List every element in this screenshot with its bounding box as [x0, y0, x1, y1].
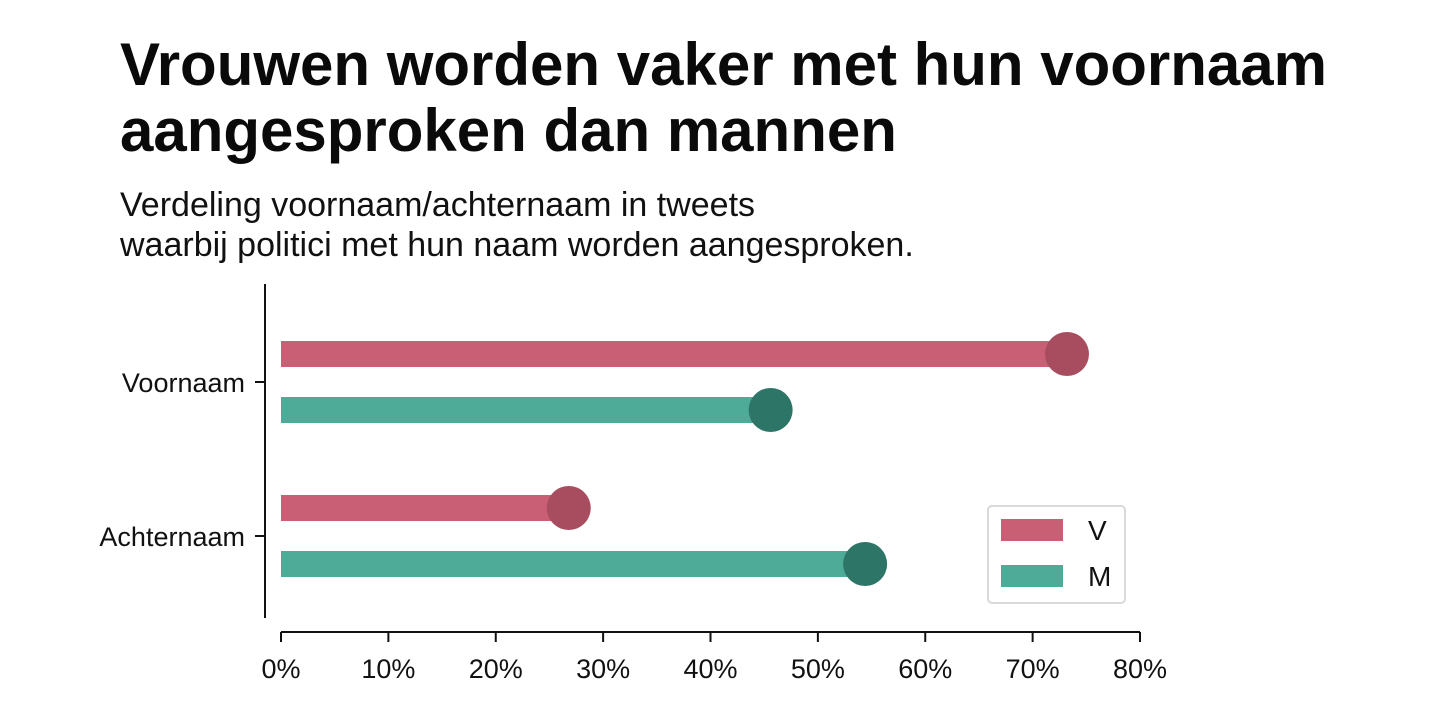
y-tick-label: Voornaam: [122, 368, 245, 398]
x-tick-label: 10%: [361, 654, 415, 684]
bar-m: [281, 397, 771, 423]
bar-v: [281, 495, 569, 521]
title-line-2: aangesproken dan mannen: [120, 97, 897, 164]
bar-v: [281, 341, 1067, 367]
x-tick-label: 70%: [1006, 654, 1060, 684]
y-tick-label: Achternaam: [99, 522, 245, 552]
x-tick-label: 40%: [683, 654, 737, 684]
bar-end-marker-m: [843, 542, 888, 586]
subtitle-line-2: waarbij politici met hun naam worden aan…: [120, 226, 914, 264]
legend-label-v: V: [1088, 515, 1107, 546]
bar-m: [281, 551, 866, 577]
x-tick-label: 50%: [791, 654, 845, 684]
x-tick-label: 60%: [898, 654, 952, 684]
legend-swatch-m: [1001, 565, 1063, 587]
bar-end-marker-v: [546, 486, 591, 530]
title-line-1: Vrouwen worden vaker met hun voornaam: [120, 31, 1327, 98]
x-tick-label: 0%: [261, 654, 300, 684]
legend-swatch-v: [1001, 519, 1063, 541]
chart-title: Vrouwen worden vaker met hun voornaam aa…: [120, 32, 1420, 164]
x-tick-label: 80%: [1113, 654, 1167, 684]
bar-end-marker-m: [748, 388, 793, 432]
x-tick-label: 20%: [469, 654, 523, 684]
bar-end-marker-v: [1044, 332, 1089, 376]
subtitle-line-1: Verdeling voornaam/achternaam in tweets: [120, 186, 756, 224]
chart-subtitle: Verdeling voornaam/achternaam in tweets …: [120, 185, 1220, 265]
legend-label-m: M: [1088, 561, 1111, 592]
x-tick-label: 30%: [576, 654, 630, 684]
